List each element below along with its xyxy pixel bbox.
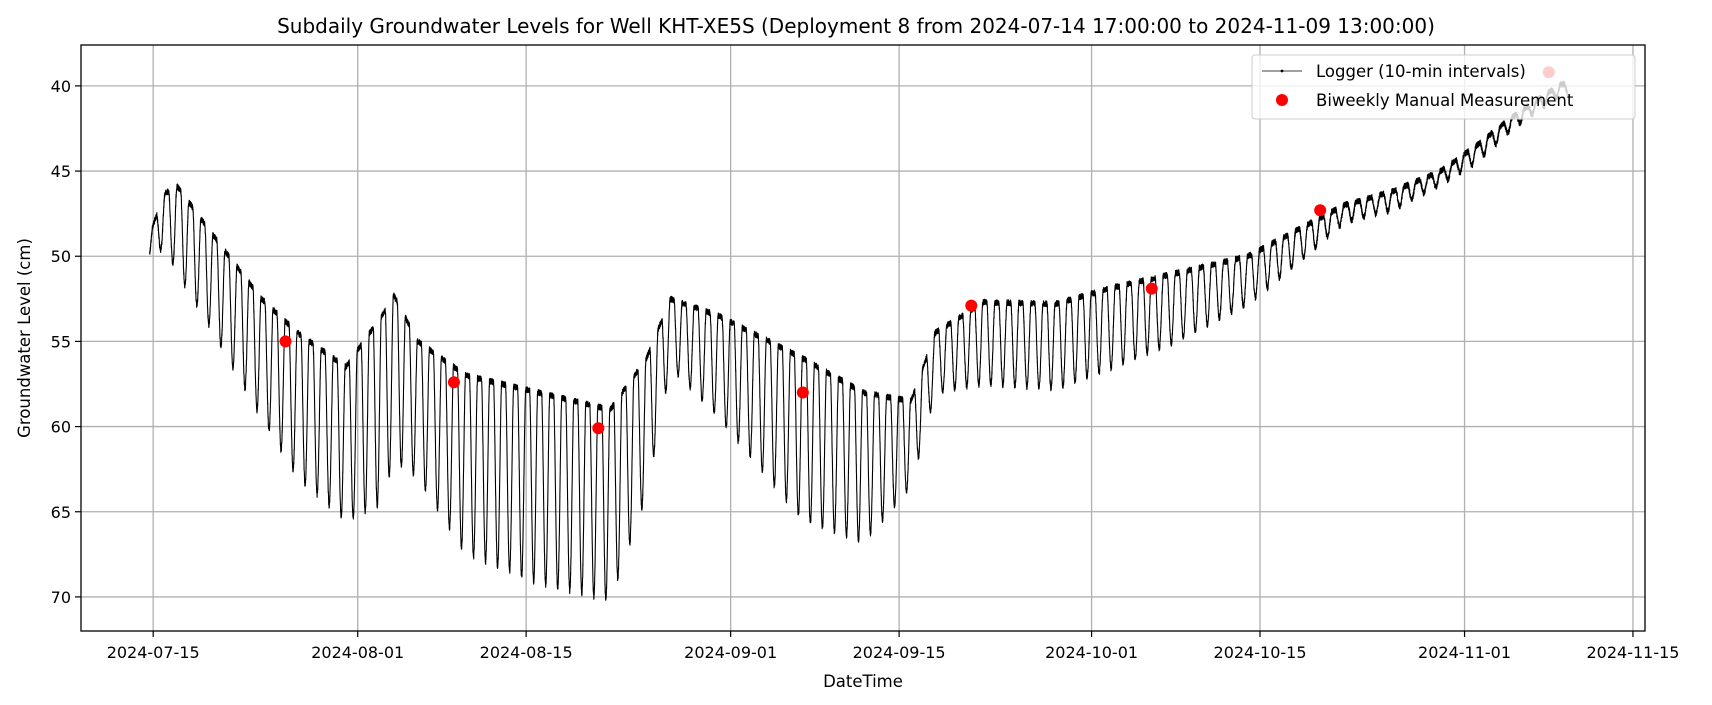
legend-box bbox=[1251, 54, 1636, 120]
manual-measurement-point bbox=[447, 376, 460, 389]
manual-measurement-point bbox=[279, 335, 292, 348]
y-tick-label: 50 bbox=[51, 247, 71, 266]
legend: Logger (10-min intervals) Biweekly Manua… bbox=[1251, 54, 1636, 120]
y-tick-label: 40 bbox=[51, 77, 71, 96]
x-tick-label: 2024-07-15 bbox=[107, 643, 200, 662]
y-tick-label: 60 bbox=[51, 418, 71, 437]
x-tick-label: 2024-11-01 bbox=[1418, 643, 1511, 662]
y-axis: 40 45 50 55 60 65 70 bbox=[51, 77, 81, 607]
y-tick-label: 45 bbox=[51, 162, 71, 181]
x-tick-label: 2024-11-15 bbox=[1586, 643, 1679, 662]
manual-measurement-point bbox=[1145, 282, 1158, 295]
x-axis: 2024-07-15 2024-08-01 2024-08-15 2024-09-01… bbox=[107, 631, 1679, 662]
legend-manual-swatch bbox=[1276, 94, 1288, 106]
manual-measurement-series bbox=[279, 66, 1555, 435]
logger-line bbox=[149, 80, 1568, 601]
legend-logger-swatch-marker bbox=[1280, 69, 1284, 73]
legend-manual-label: Biweekly Manual Measurement bbox=[1316, 91, 1574, 110]
manual-measurement-point bbox=[592, 422, 605, 435]
x-tick-label: 2024-08-15 bbox=[480, 643, 573, 662]
x-tick-label: 2024-09-15 bbox=[853, 643, 946, 662]
y-axis-label: Groundwater Level (cm) bbox=[15, 238, 34, 438]
x-axis-label: DateTime bbox=[823, 672, 903, 691]
x-tick-label: 2024-09-01 bbox=[684, 643, 777, 662]
grid bbox=[81, 45, 1645, 631]
y-tick-label: 55 bbox=[51, 332, 71, 351]
y-tick-label: 70 bbox=[51, 588, 71, 607]
x-tick-label: 2024-10-15 bbox=[1214, 643, 1307, 662]
x-tick-label: 2024-10-01 bbox=[1045, 643, 1138, 662]
manual-measurement-point bbox=[796, 386, 809, 399]
x-tick-label: 2024-08-01 bbox=[311, 643, 404, 662]
plot-frame bbox=[80, 44, 1646, 632]
y-tick-label: 65 bbox=[51, 503, 71, 522]
manual-measurement-point bbox=[1314, 204, 1327, 217]
manual-measurement-point bbox=[965, 299, 978, 312]
chart-title: Subdaily Groundwater Levels for Well KHT… bbox=[277, 14, 1435, 38]
legend-logger-label: Logger (10-min intervals) bbox=[1316, 62, 1526, 81]
logger-series bbox=[149, 80, 1568, 601]
